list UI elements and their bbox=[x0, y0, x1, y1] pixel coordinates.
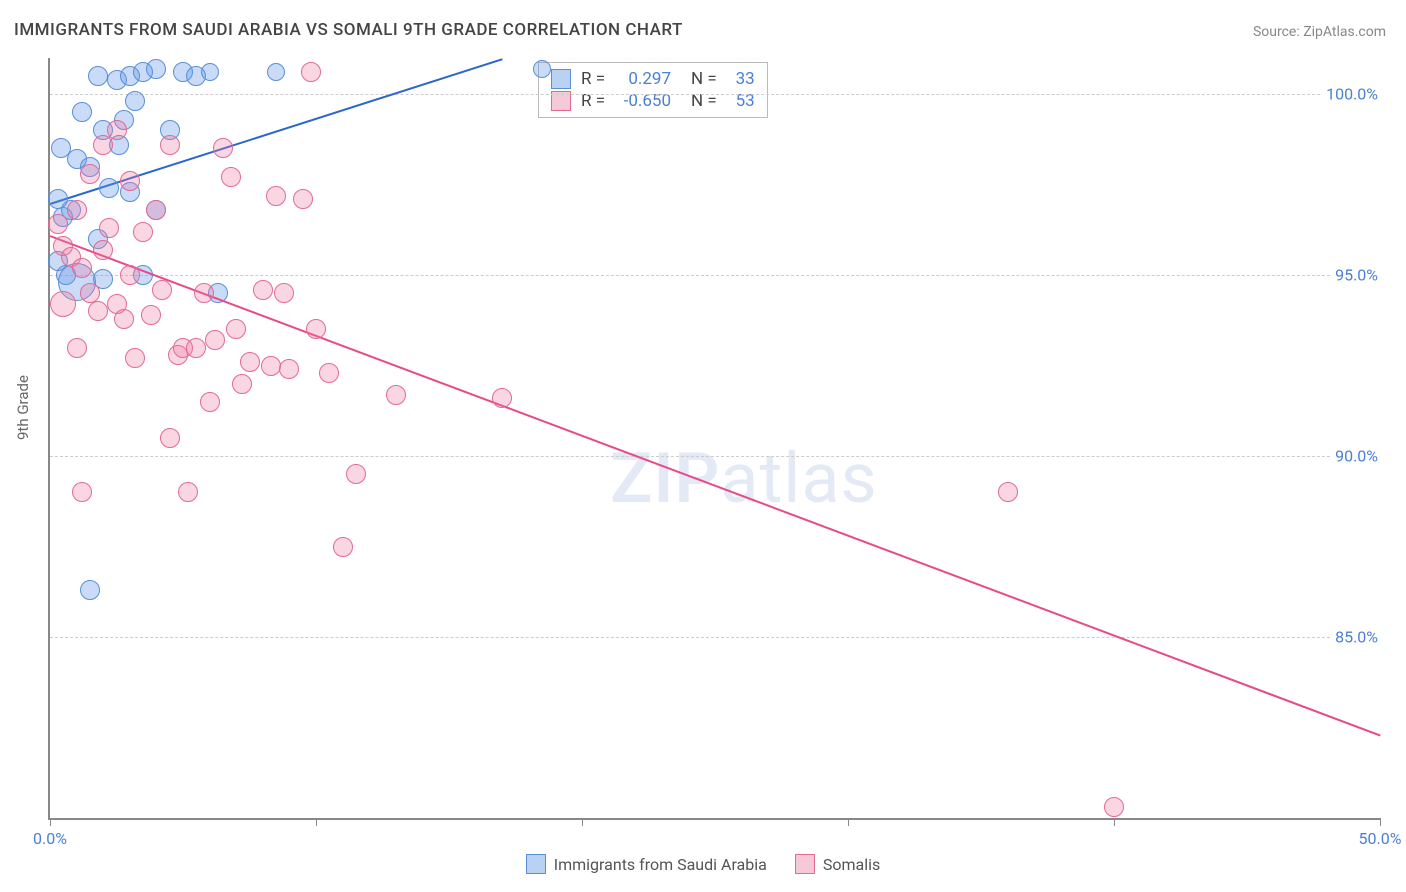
stats-legend-box: R = 0.297 N = 33 R = -0.650 N = 53 bbox=[538, 62, 768, 118]
scatter-point bbox=[386, 385, 406, 405]
scatter-point bbox=[93, 240, 113, 260]
y-tick-label: 100.0% bbox=[1322, 85, 1382, 104]
stats-r-value-1: 0.297 bbox=[615, 69, 671, 89]
scatter-point bbox=[293, 189, 313, 209]
scatter-point bbox=[274, 283, 294, 303]
x-tick bbox=[1380, 818, 1381, 826]
scatter-point bbox=[107, 120, 127, 140]
chart-container: IMMIGRANTS FROM SAUDI ARABIA VS SOMALI 9… bbox=[0, 0, 1406, 892]
scatter-point bbox=[186, 338, 206, 358]
scatter-point bbox=[333, 537, 353, 557]
legend-label-series-2: Somalis bbox=[823, 855, 880, 874]
scatter-point bbox=[72, 102, 92, 122]
stats-n-value-1: 33 bbox=[727, 69, 755, 89]
scatter-point bbox=[146, 59, 166, 79]
watermark-rest: atlas bbox=[720, 438, 877, 520]
x-tick-label: 50.0% bbox=[1359, 829, 1402, 848]
scatter-point bbox=[152, 280, 172, 300]
scatter-point bbox=[253, 280, 273, 300]
y-tick-label: 95.0% bbox=[1331, 266, 1382, 285]
scatter-point bbox=[114, 309, 134, 329]
scatter-point bbox=[50, 291, 76, 317]
scatter-point bbox=[319, 363, 339, 383]
legend-item-series-1: Immigrants from Saudi Arabia bbox=[526, 854, 767, 874]
x-tick bbox=[50, 818, 51, 826]
scatter-point bbox=[178, 482, 198, 502]
scatter-point bbox=[232, 374, 252, 394]
scatter-point bbox=[240, 352, 260, 372]
scatter-point bbox=[194, 283, 214, 303]
scatter-point bbox=[125, 91, 145, 111]
scatter-point bbox=[160, 428, 180, 448]
gridline bbox=[50, 94, 1380, 95]
scatter-point bbox=[226, 319, 246, 339]
scatter-point bbox=[346, 464, 366, 484]
y-tick-label: 90.0% bbox=[1331, 447, 1382, 466]
x-tick bbox=[1114, 818, 1115, 826]
scatter-point bbox=[88, 66, 108, 86]
scatter-point bbox=[88, 301, 108, 321]
scatter-point bbox=[99, 178, 119, 198]
stats-row-series-1: R = 0.297 N = 33 bbox=[551, 69, 755, 89]
scatter-point bbox=[267, 63, 285, 81]
scatter-point bbox=[492, 388, 512, 408]
scatter-point bbox=[205, 330, 225, 350]
x-tick bbox=[582, 818, 583, 826]
chart-title: IMMIGRANTS FROM SAUDI ARABIA VS SOMALI 9… bbox=[14, 20, 683, 40]
scatter-point bbox=[133, 222, 153, 242]
scatter-point bbox=[221, 167, 241, 187]
scatter-point bbox=[67, 338, 87, 358]
x-tick bbox=[848, 818, 849, 826]
scatter-point bbox=[146, 200, 166, 220]
y-tick-label: 85.0% bbox=[1331, 628, 1382, 647]
scatter-point bbox=[99, 218, 119, 238]
legend-swatch-series-1 bbox=[526, 854, 546, 874]
plot-area: ZIPatlas R = 0.297 N = 33 R = -0.650 N =… bbox=[48, 58, 1380, 820]
scatter-point bbox=[80, 164, 100, 184]
scatter-point bbox=[1104, 797, 1124, 817]
scatter-point bbox=[51, 138, 71, 158]
stats-n-label: N = bbox=[691, 69, 717, 89]
scatter-point bbox=[48, 214, 68, 234]
y-axis-label: 9th Grade bbox=[14, 375, 32, 440]
bottom-legend: Immigrants from Saudi Arabia Somalis bbox=[0, 854, 1406, 874]
watermark: ZIPatlas bbox=[610, 438, 878, 520]
scatter-point bbox=[301, 62, 321, 82]
watermark-bold: ZIP bbox=[610, 438, 720, 520]
scatter-point bbox=[80, 283, 100, 303]
scatter-point bbox=[533, 60, 551, 78]
gridline bbox=[50, 456, 1380, 457]
scatter-point bbox=[125, 348, 145, 368]
legend-swatch-series-2 bbox=[795, 854, 815, 874]
scatter-point bbox=[72, 482, 92, 502]
scatter-point bbox=[261, 356, 281, 376]
legend-label-series-1: Immigrants from Saudi Arabia bbox=[554, 855, 767, 874]
scatter-point bbox=[141, 305, 161, 325]
scatter-point bbox=[201, 63, 219, 81]
scatter-point bbox=[80, 580, 100, 600]
scatter-point bbox=[279, 359, 299, 379]
gridline bbox=[50, 637, 1380, 638]
legend-item-series-2: Somalis bbox=[795, 854, 880, 874]
scatter-point bbox=[160, 135, 180, 155]
scatter-point bbox=[998, 482, 1018, 502]
scatter-point bbox=[306, 319, 326, 339]
scatter-point bbox=[200, 392, 220, 412]
scatter-point bbox=[213, 138, 233, 158]
scatter-point bbox=[120, 171, 140, 191]
x-tick-label: 0.0% bbox=[33, 829, 67, 848]
gridline bbox=[50, 275, 1380, 276]
scatter-point bbox=[120, 265, 140, 285]
scatter-point bbox=[72, 258, 92, 278]
source-label: Source: ZipAtlas.com bbox=[1253, 24, 1386, 40]
x-tick bbox=[316, 818, 317, 826]
stats-r-label: R = bbox=[581, 69, 605, 89]
scatter-point bbox=[266, 186, 286, 206]
stats-swatch-series-1 bbox=[551, 69, 571, 89]
trend-line bbox=[50, 235, 1381, 736]
scatter-point bbox=[67, 200, 87, 220]
